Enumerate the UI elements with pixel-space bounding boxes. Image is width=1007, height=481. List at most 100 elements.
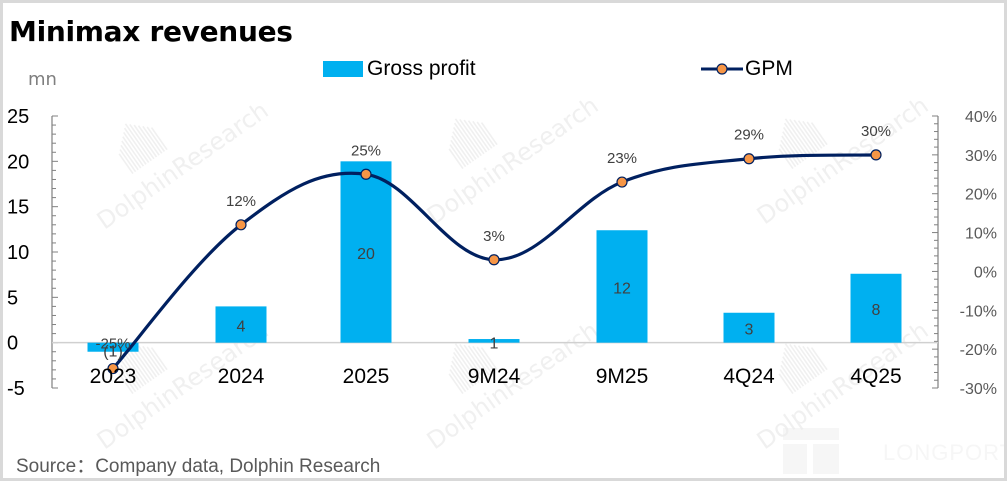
watermark-bar-icon <box>453 122 480 158</box>
left-axis-tick-label: -5 <box>7 378 25 400</box>
watermark-bar-icon <box>779 369 797 393</box>
legend-label-gpm: GPM <box>745 57 793 80</box>
watermark-bar-icon <box>133 124 158 158</box>
right-axis-tick-label: 0% <box>974 264 997 281</box>
watermark-bar-icon <box>783 351 807 385</box>
left-axis-tick-label: 20 <box>7 151 29 173</box>
right-axis-tick-label: -10% <box>960 303 997 320</box>
bar-data-label: 3 <box>745 322 754 339</box>
gpm-marker <box>488 254 500 266</box>
watermark-bar-icon <box>121 360 142 389</box>
bar-gross-profit <box>850 273 902 343</box>
right-axis-tick-label: -30% <box>960 381 997 398</box>
watermark-bar-icon <box>459 118 485 155</box>
right-axis-tick-label: 20% <box>965 187 997 204</box>
watermark-bar-icon <box>137 125 160 156</box>
watermark-bar-icon <box>476 346 496 372</box>
gpm-marker <box>107 362 119 375</box>
watermark-bar-icon <box>124 123 152 162</box>
chart-title: Minimax revenues <box>9 15 293 48</box>
gpm-marker <box>360 168 372 180</box>
gpm-data-label: 3% <box>483 228 505 245</box>
watermark-bar-icon <box>448 373 464 394</box>
watermark-bar-icon <box>793 344 818 378</box>
gpm-marker <box>743 153 755 165</box>
watermark-bar-icon <box>810 347 828 371</box>
watermark-bar-icon <box>142 125 163 154</box>
watermark-bar-icon <box>480 122 498 146</box>
watermark-bar-icon <box>454 118 482 157</box>
x-axis-category-label: 2024 <box>218 365 265 388</box>
watermark-bar-icon <box>467 345 490 376</box>
gpm-marker <box>616 176 628 188</box>
watermark-bar-icon <box>789 118 815 155</box>
watermark-bar-icon <box>783 122 810 158</box>
watermark: DolphinResearch <box>422 91 604 230</box>
watermark-bar-icon <box>806 346 826 372</box>
watermark-bar-icon <box>472 120 493 149</box>
watermark-bar-icon <box>122 136 145 167</box>
bar-data-label: 20 <box>357 246 375 263</box>
watermark-bar-icon <box>451 360 472 389</box>
watermark-bar-icon <box>789 343 815 380</box>
x-axis-category-label: 9M24 <box>468 365 521 388</box>
right-axis-tick-label: 30% <box>965 148 997 165</box>
legend-bar-swatch <box>323 61 363 77</box>
bar-gross-profit <box>723 312 775 343</box>
watermark-bar-icon <box>137 345 160 376</box>
watermark-bar-icon <box>459 343 485 380</box>
watermark-bar-icon <box>123 127 150 163</box>
gpm-marker <box>235 219 247 231</box>
x-axis-category-label: 4Q24 <box>723 365 775 388</box>
chart-frame: Minimax revenues mn Gross profit GPM Dol… <box>3 3 1004 478</box>
bar-data-label: (1) <box>103 344 123 361</box>
watermark-bar-icon <box>806 121 826 147</box>
left-axis-tick-label: 15 <box>7 197 29 219</box>
left-axis-tick-label: 25 <box>7 106 29 128</box>
gpm-marker <box>870 149 882 161</box>
gpm-data-label: 23% <box>607 150 637 167</box>
watermark-bar-icon <box>783 126 807 160</box>
watermark-text: DolphinResearch <box>92 96 274 235</box>
watermark-bar-icon <box>810 122 828 146</box>
gpm-data-label: 30% <box>861 123 891 140</box>
watermark-bar-icon <box>784 343 812 382</box>
watermark-bar-icon <box>124 343 152 382</box>
x-axis-category-label: 2025 <box>343 365 390 388</box>
watermark-bar-icon <box>120 144 139 171</box>
watermark-bar-icon <box>480 347 498 371</box>
watermark-bar-icon <box>467 120 490 151</box>
longport-watermark: LONGPORT <box>783 428 1004 478</box>
watermark-text: DolphinResearch <box>752 91 934 230</box>
gpm-data-label: -25% <box>95 336 130 353</box>
watermark-bar-icon <box>449 144 467 168</box>
bar-gross-profit <box>215 306 267 343</box>
watermark-bar-icon <box>129 123 155 160</box>
watermark-bar-icon <box>454 343 482 382</box>
x-axis-category-label: 2023 <box>90 365 137 388</box>
longport-text: LONGPORT <box>883 440 1004 465</box>
watermark-bar-icon <box>450 139 469 166</box>
watermark-bar-icon <box>123 351 147 385</box>
watermark-bar-icon <box>150 127 168 151</box>
watermark-bar-icon <box>797 120 820 151</box>
watermark-bar-icon <box>118 153 134 174</box>
watermark-bar-icon <box>146 126 166 152</box>
watermark-bar-icon <box>150 347 168 371</box>
watermark-bar-icon <box>122 356 145 387</box>
gpm-data-label: 12% <box>226 193 256 210</box>
legend-label-gross-profit: Gross profit <box>367 57 476 80</box>
watermark-bar-icon <box>453 347 480 383</box>
watermark-bar-icon <box>802 120 823 149</box>
x-axis-category-label: 9M25 <box>596 365 649 388</box>
bar-gross-profit <box>596 230 648 343</box>
watermark-text: DolphinResearch <box>422 91 604 230</box>
x-axis-category-label: 4Q25 <box>850 365 901 388</box>
watermark-bar-icon <box>453 126 477 160</box>
watermark-bar-icon <box>782 356 805 387</box>
gpm-data-label: 29% <box>734 127 764 144</box>
watermark-bar-icon <box>797 345 820 376</box>
longport-logo-icon <box>783 428 839 474</box>
watermark-bar-icon <box>476 121 496 147</box>
gpm-data-label: 25% <box>351 142 381 159</box>
